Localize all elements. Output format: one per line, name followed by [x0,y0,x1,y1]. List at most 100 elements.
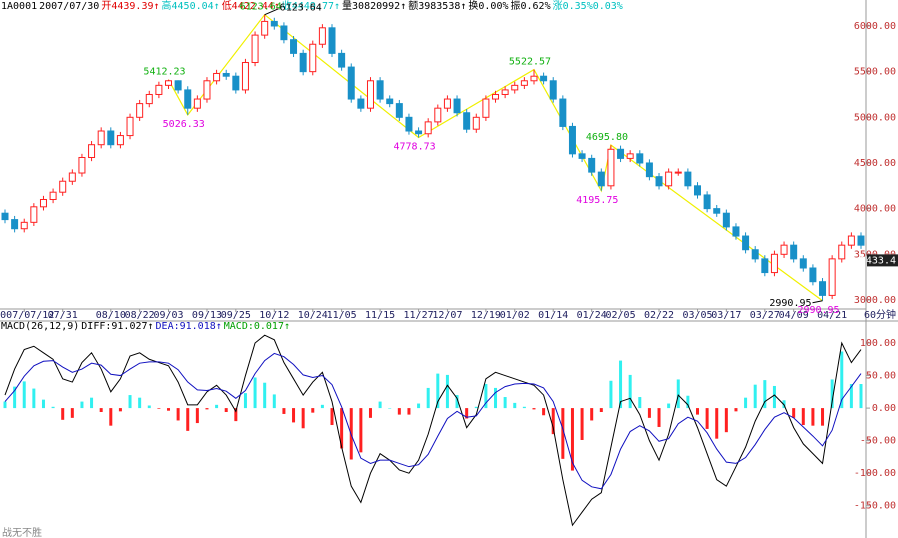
macd-bar [840,351,844,409]
header-text: 换0.00% [468,0,508,12]
y-tick-label: -100.00 [854,468,896,479]
candle-body [328,27,336,54]
macd-bar [445,374,449,409]
x-tick-label: 10/12 [259,310,289,321]
x-tick-label: 03/17 [711,310,741,321]
macd-bar [157,408,161,409]
min-label: 2990.95 [769,298,811,309]
period-label: 60分钟 [864,308,896,321]
pivot-label: 4695.80 [586,132,628,143]
macd-bar [90,397,94,409]
macd-bar [503,397,507,409]
candle-body [732,226,740,237]
macd-bar [801,408,805,426]
macd-bar [186,408,190,431]
macd-bar [195,408,199,424]
pivot-label: 5412.23 [143,67,185,78]
x-tick-label: 09/03 [153,310,183,321]
candle-body [578,153,586,159]
macd-bar [41,399,45,409]
candle-body [819,281,827,296]
x-tick-label: 11/05 [327,310,357,321]
macd-bar [320,404,324,409]
pivot-label: 5522.57 [509,57,551,68]
header-text: 低4422.44↑ [222,0,280,12]
macd-bar [667,403,671,409]
candle-body [703,194,711,210]
macd-bar [436,373,440,409]
macd-bar [695,408,699,415]
candle-body [386,98,394,105]
x-tick-label: 10/24 [298,310,328,321]
macd-bar [705,408,709,429]
candle-body [357,98,365,109]
macd-bar [513,402,517,409]
header-text: 高4450.04↑ [162,0,220,12]
candle-body [838,244,846,260]
x-tick-label: 09/13 [192,310,222,321]
macd-bar [609,380,613,409]
candle-body [626,153,634,159]
header-text: 涨0.35%0.03% [553,0,623,12]
x-tick-label: 04/21 [817,310,847,321]
candle-body [251,34,259,64]
macd-bar [494,387,498,409]
candle-body [520,80,528,86]
macd-bar [128,395,132,409]
x-tick-label: 09/25 [221,310,251,321]
candle-body [540,75,548,82]
candle-body [68,172,76,182]
candle-body [290,39,298,54]
macd-bar [830,379,834,409]
macd-bar [734,408,738,412]
candle-body [645,162,653,178]
macd-bar [263,382,267,409]
macd-bar [118,408,122,412]
max-pointer [264,8,279,16]
x-tick-label: 01/02 [500,310,530,321]
candle-body [59,180,67,193]
y-tick-label: 4000.00 [854,204,896,215]
x-tick-label: 08/22 [125,310,155,321]
macd-bar [551,408,555,435]
candle-body [270,20,278,27]
macd-bar [455,395,459,409]
macd-bar [619,360,623,409]
last-price-box [867,254,898,267]
macd-line [4,352,862,490]
candle-body [280,25,288,41]
macd-bar [465,408,469,419]
macd-bar [13,386,17,409]
macd-bar [811,408,815,426]
macd-bar [176,408,180,421]
macd-bar [657,408,661,427]
header-text: MACD(26,12,9) [1,321,79,332]
candle-body [49,191,57,201]
footer-text: 战无不胜 [2,527,42,538]
candle-body [674,171,682,174]
x-tick-label: 07/31 [48,310,78,321]
candle-body [155,84,163,95]
x-tick-label: 11/27 [404,310,434,321]
macd-bar [426,387,430,409]
macd-bar [676,379,680,409]
candle-body [636,153,644,164]
candle-body [184,89,192,109]
macd-bar [224,408,228,412]
candle-body [809,267,817,283]
x-tick-label: 01/14 [538,310,568,321]
macd-bar [378,401,382,409]
macd-bar [724,408,728,433]
macd-bar [99,408,103,412]
macd-bar [205,408,209,410]
macd-bar [638,397,642,409]
pivot-label: 4778.73 [393,142,435,153]
macd-bar [32,388,36,409]
candle-body [309,43,317,73]
candle-body [11,219,19,230]
candle-body [492,93,500,100]
macd-bar [542,408,546,416]
macd-bar [22,381,26,409]
y-tick-label: 5500.00 [854,67,896,78]
macd-bar [686,395,690,409]
